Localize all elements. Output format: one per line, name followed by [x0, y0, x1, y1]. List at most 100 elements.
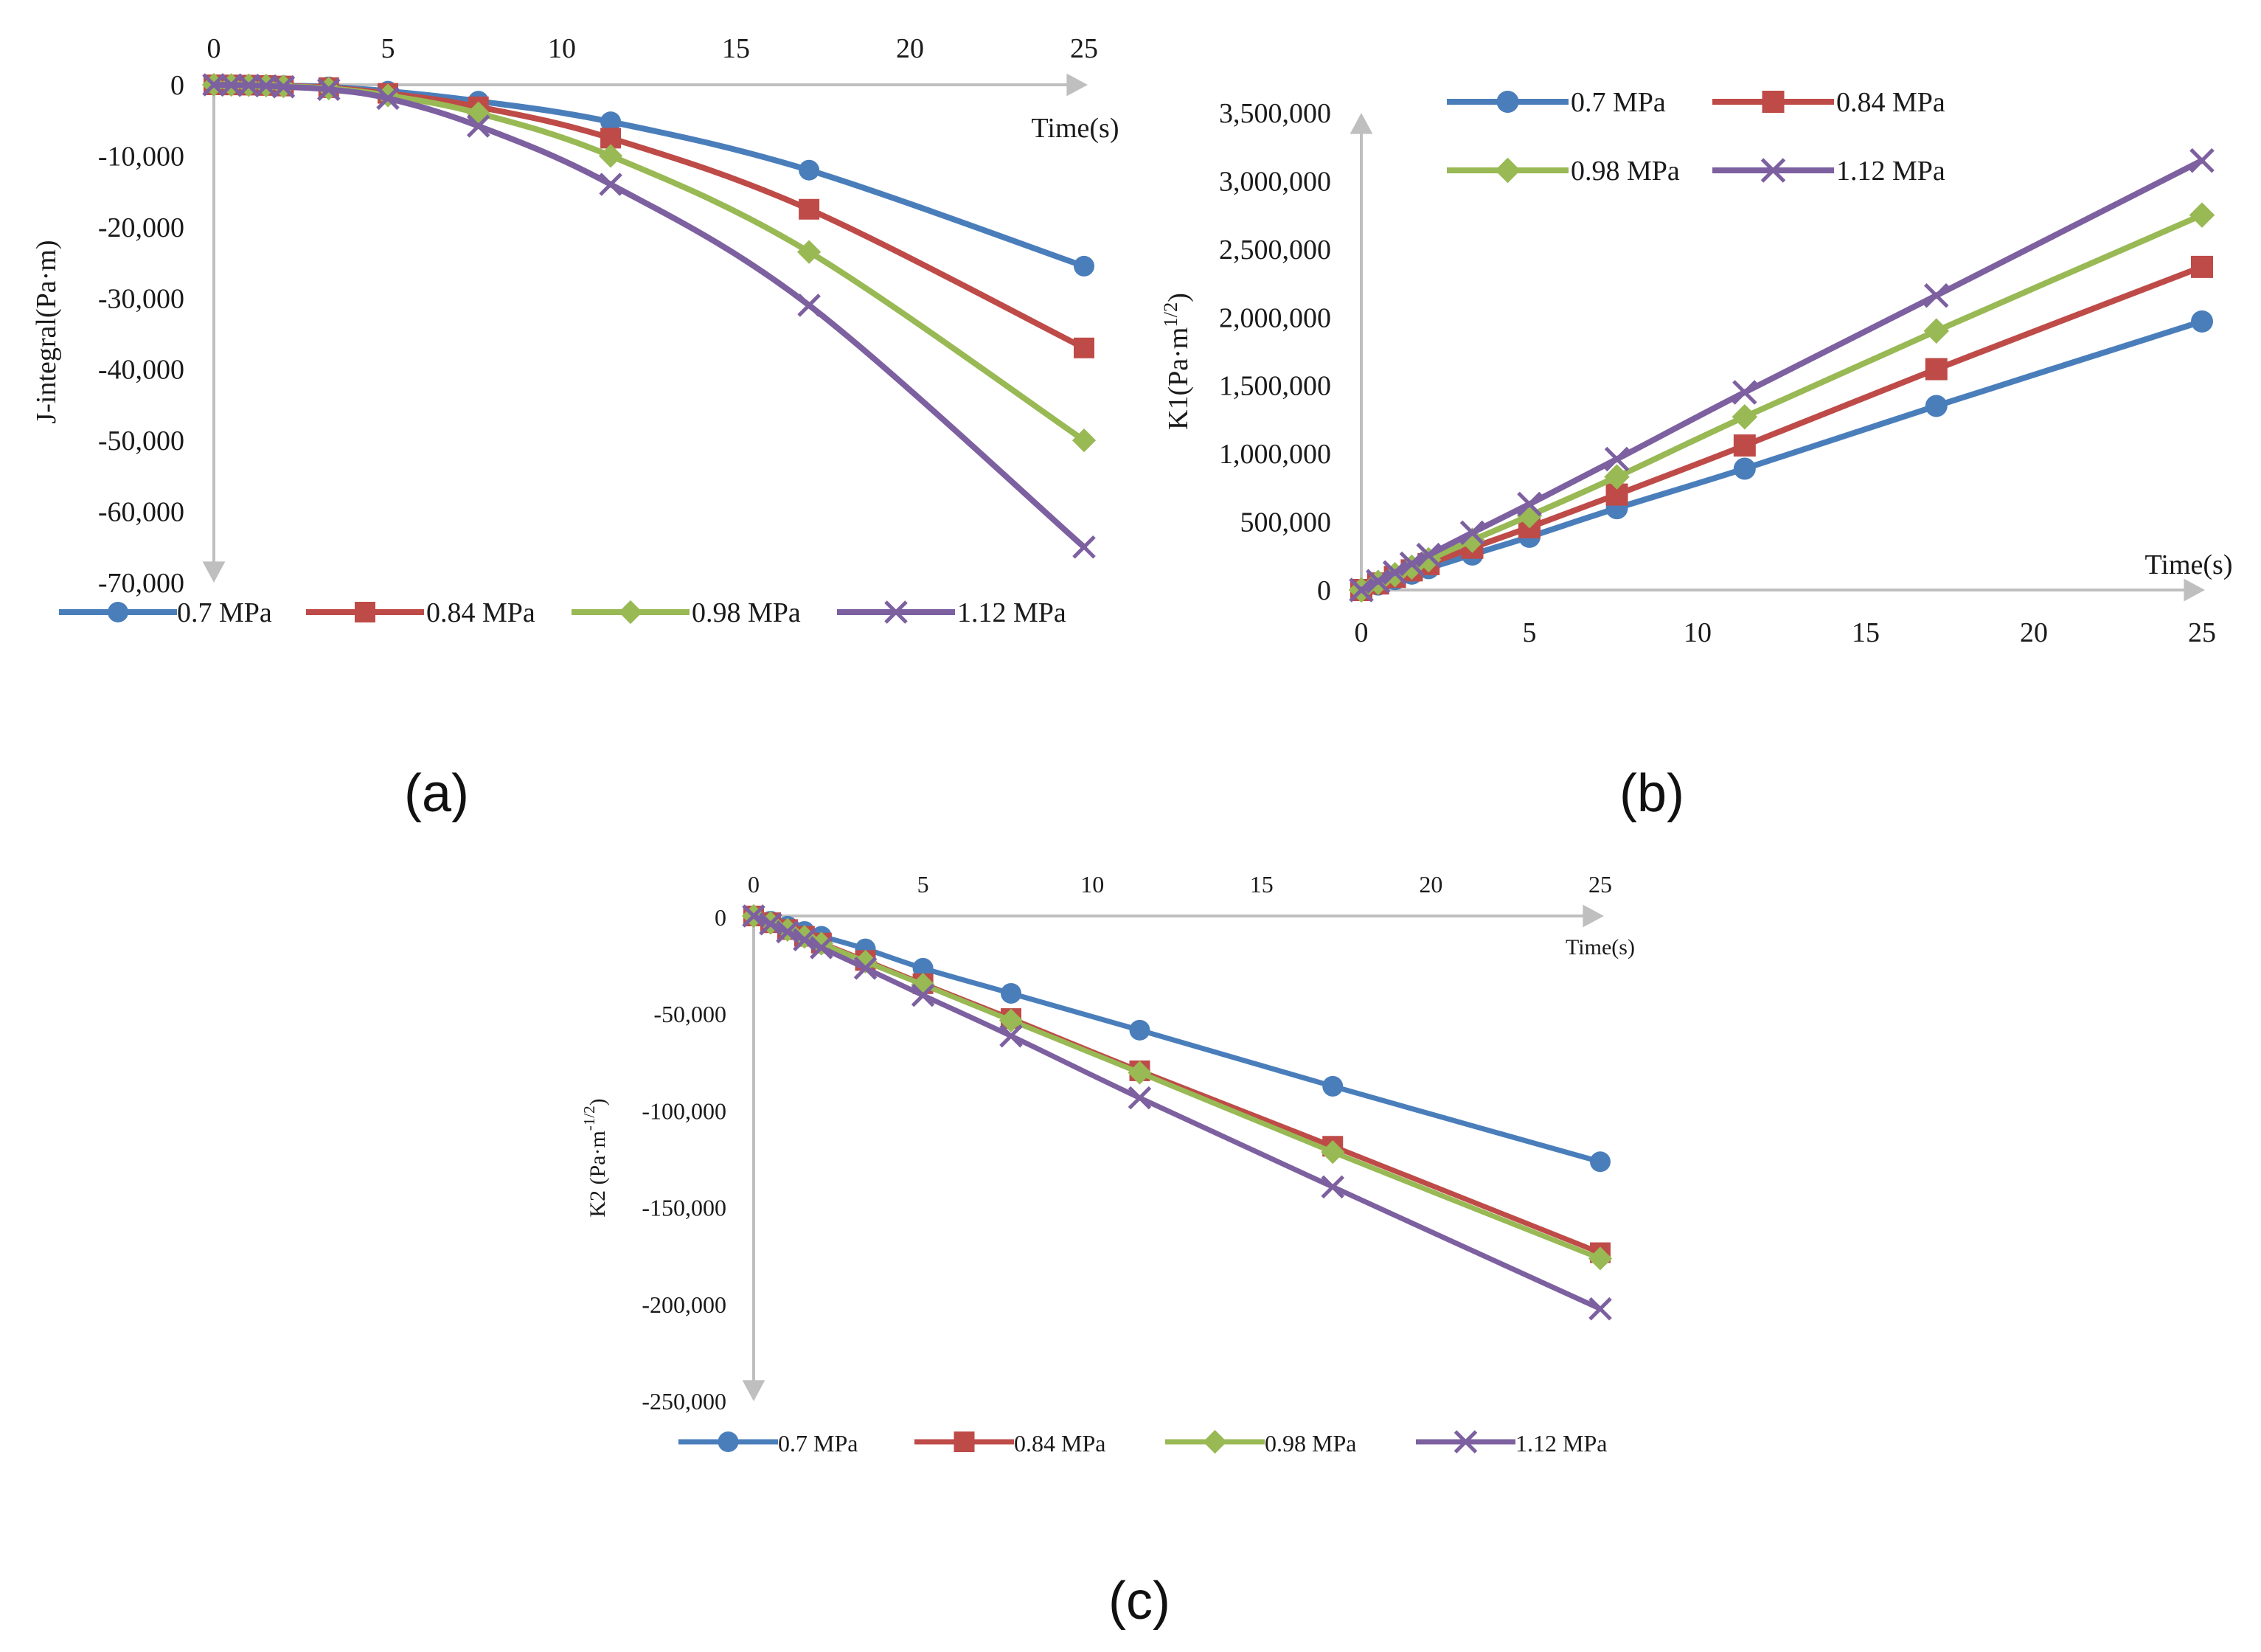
y-axis-label-main: K1(Pa·m [1163, 327, 1194, 430]
data-point [1349, 577, 1374, 603]
data-point [797, 240, 822, 264]
data-point [1128, 1061, 1152, 1085]
series-line [751, 913, 1603, 1165]
data-point [999, 1024, 1023, 1048]
series-line [751, 913, 1603, 1312]
series-1-12-mpa [1349, 148, 2215, 603]
data-point [759, 912, 782, 936]
y-tick-label: -70,000 [98, 568, 184, 599]
data-point [797, 294, 821, 317]
data-point [1604, 464, 1630, 490]
x-tick-label: 0 [748, 871, 760, 898]
data-point [1923, 282, 1949, 308]
data-point [1923, 318, 1950, 344]
x-tick-label: 5 [1523, 617, 1537, 648]
legend-marker [884, 600, 908, 624]
data-point [1588, 1246, 1613, 1271]
data-point [466, 114, 490, 138]
data-point [1322, 1075, 1344, 1097]
data-point [1732, 380, 1757, 405]
x-axis-label: Time(s) [2145, 549, 2233, 580]
legend-marker [1495, 157, 1521, 184]
series-line [211, 82, 1087, 444]
y-tick-label: 0 [170, 70, 184, 101]
legend-label: 1.12 MPa [957, 597, 1066, 628]
series-0-84-mpa [1350, 255, 2213, 601]
panel-b-k1-chart: 0 5 10 15 20 25 0 500,000 1,000,000 1,500,000 2,00… [1159, 87, 2232, 823]
x-axis-arrow [2184, 578, 2205, 602]
y-tick-label: 3,000,000 [1219, 166, 1331, 197]
x-tick-label: 20 [2020, 617, 2048, 648]
legend-marker [108, 602, 128, 622]
x-axis-arrow [1066, 73, 1088, 97]
data-point [1588, 1297, 1612, 1321]
series-line [751, 913, 1603, 1261]
legend-item: 0.98 MPa [572, 597, 801, 628]
series-line [211, 82, 1087, 550]
series-0-84-mpa [204, 74, 1094, 358]
series-line [1358, 318, 2205, 593]
legend-marker [1762, 91, 1785, 113]
data-point [2191, 255, 2213, 278]
x-tick-label: 10 [548, 33, 576, 64]
data-point [600, 111, 622, 133]
legend-item: 0.7 MPa [678, 1430, 858, 1457]
x-tick-label: 0 [207, 33, 221, 64]
x-axis-label: Time(s) [1032, 113, 1119, 144]
x-tick-label: 25 [2188, 617, 2216, 648]
legend-label: 0.84 MPa [1836, 87, 1945, 118]
x-tick-label: 15 [722, 33, 750, 64]
data-point [1321, 1175, 1344, 1199]
series-line [1358, 263, 2205, 593]
legend-label: 0.98 MPa [1265, 1430, 1356, 1457]
data-point [1072, 535, 1096, 559]
y-tick-label: -40,000 [98, 355, 184, 386]
legend-label: 0.84 MPa [1014, 1430, 1105, 1457]
y-axis-label-close: ) [586, 1098, 610, 1106]
legend-marker [954, 1431, 975, 1452]
data-point [1517, 491, 1542, 517]
y-axis-label-main: K2 (Pa·m [586, 1131, 610, 1217]
panel-c-k2-chart: 0 5 10 15 20 25 0 -50,000 -100,000 -150,000 -200,0… [580, 871, 1635, 1631]
data-point [254, 74, 278, 98]
data-point [316, 77, 341, 102]
legend: 0.7 MPa 0.84 MPa 0.98 MPa 1.12 MPa [59, 597, 1066, 628]
y-tick-label: 3,500,000 [1219, 98, 1331, 129]
x-tick-label: 5 [381, 33, 395, 64]
data-point [1072, 428, 1097, 453]
legend-marker [1454, 1430, 1478, 1454]
data-point [1128, 1086, 1152, 1110]
data-point [799, 159, 820, 181]
panel-label: (c) [1108, 1572, 1170, 1631]
y-axis-label: J-integral(Pa·m) [31, 240, 62, 423]
data-point [1604, 446, 1630, 472]
data-point [598, 144, 623, 168]
y-tick-label: 1,500,000 [1219, 371, 1331, 402]
y-tick-label: -60,000 [98, 497, 184, 528]
y-tick-label: -20,000 [98, 212, 184, 243]
data-point [1732, 403, 1758, 430]
y-axis-label: K1(Pa·m1/2) [1159, 293, 1194, 430]
x-tick-label: 5 [917, 871, 929, 898]
legend-marker [1496, 91, 1519, 113]
y-tick-label: 0 [1317, 575, 1331, 606]
series-0-7-mpa [743, 906, 1611, 1173]
data-point [1590, 1151, 1611, 1173]
series-line [211, 82, 1087, 269]
data-point [1000, 982, 1021, 1004]
y-tick-label: -150,000 [642, 1195, 726, 1221]
y-tick-label: -250,000 [642, 1388, 726, 1415]
y-axis-label-superscript: -1/2 [580, 1106, 598, 1131]
legend-marker [718, 1431, 739, 1452]
data-point [1925, 358, 1948, 381]
x-tick-label: 25 [1070, 33, 1098, 64]
panel-label: (b) [1619, 764, 1684, 823]
y-axis-label-main: J-integral(Pa·m) [31, 240, 62, 423]
series-0-7-mpa [204, 74, 1094, 277]
x-tick-label: 15 [1852, 617, 1880, 648]
legend-item: 0.84 MPa [1712, 87, 1945, 118]
y-tick-label: 2,500,000 [1219, 235, 1331, 266]
x-tick-label: 10 [1080, 871, 1104, 898]
series-line [1358, 212, 2205, 593]
